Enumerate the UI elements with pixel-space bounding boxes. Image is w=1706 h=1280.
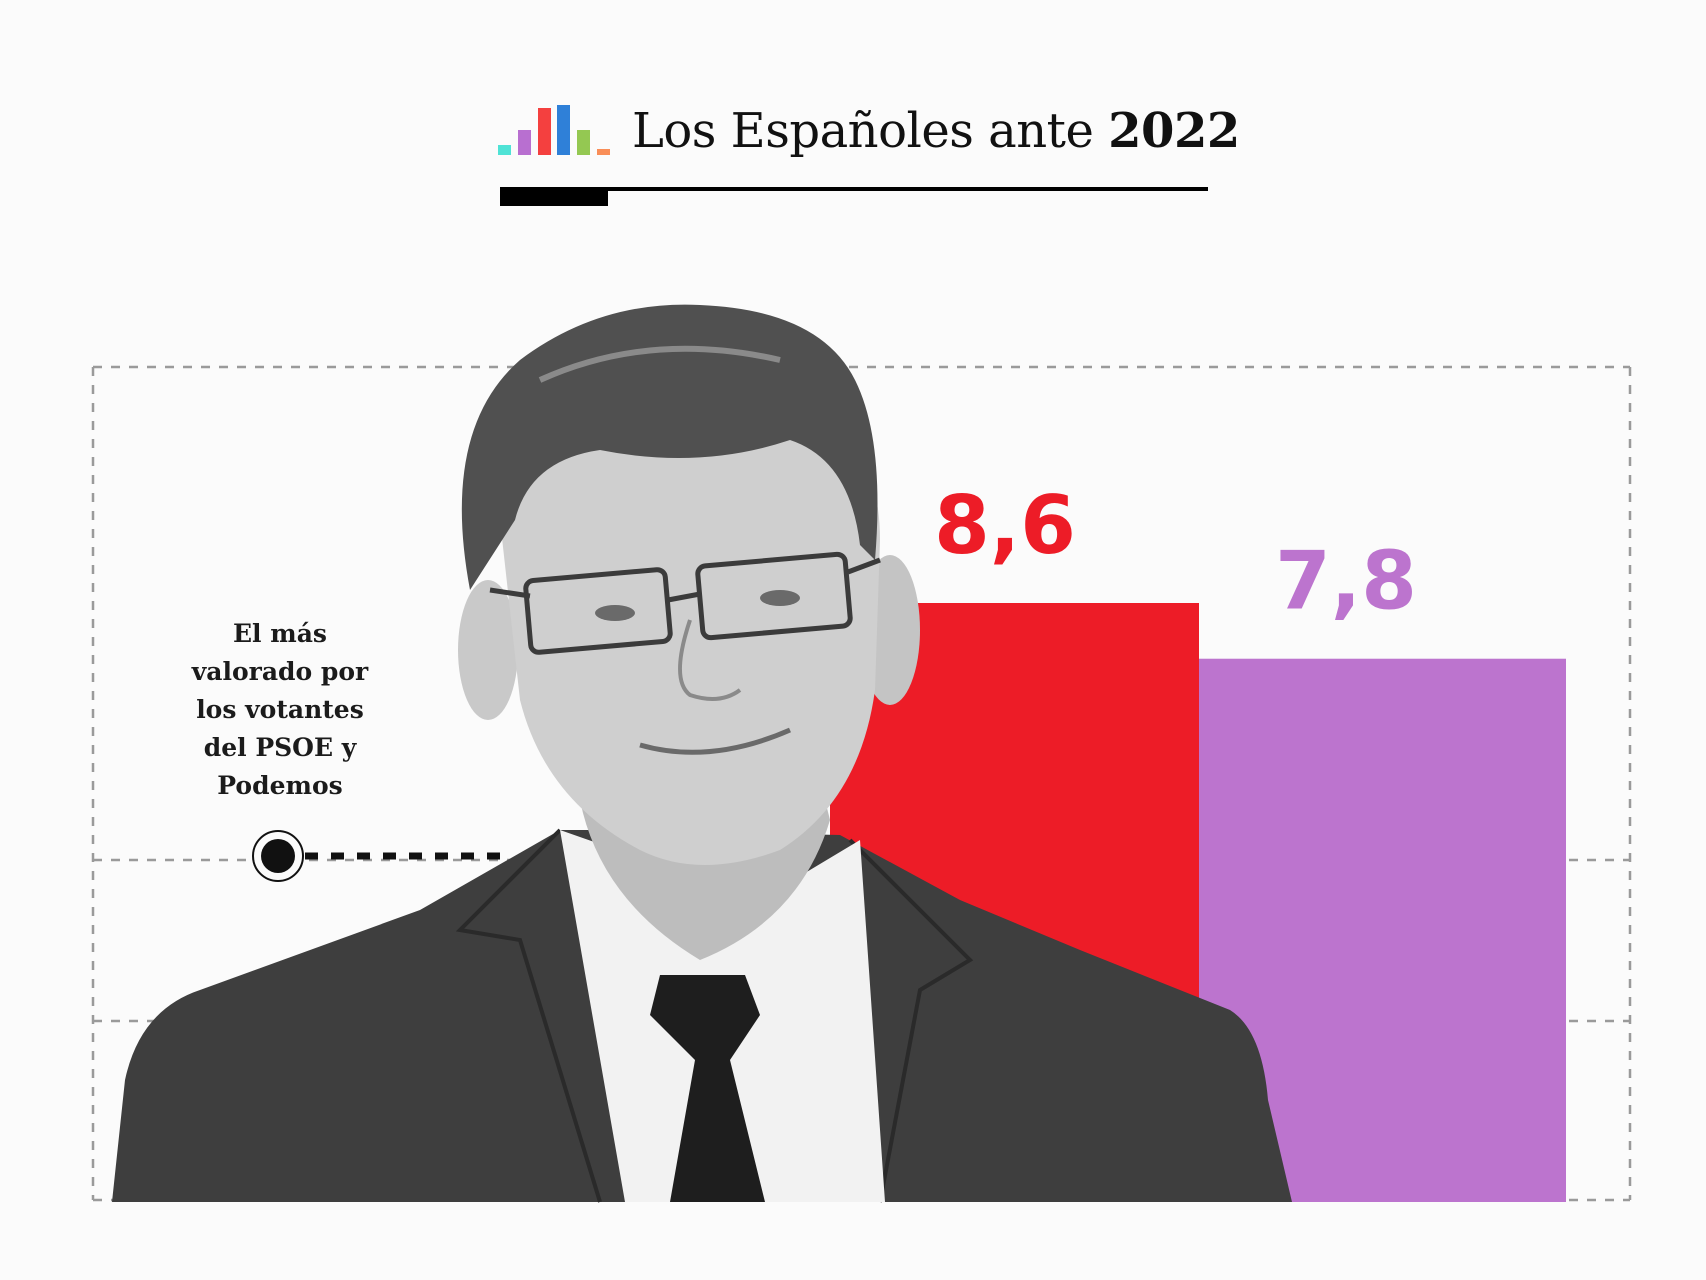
bar-chart-logo-icon [498, 95, 613, 155]
eye-left [595, 605, 635, 621]
portrait-photo [112, 304, 1292, 1203]
nose [678, 619, 742, 701]
logo-bar [518, 130, 531, 155]
logo-bar [498, 145, 511, 155]
hair [461, 304, 878, 590]
header: Los Españoles ante 2022 [498, 95, 1240, 210]
value-label-1: 8,6 [934, 479, 1076, 572]
title-prefix: Los Españoles ante [632, 103, 1094, 159]
title-underline [500, 187, 1208, 191]
annotation-line: Podemos [217, 771, 343, 800]
annotation-line: del PSOE y [203, 733, 357, 762]
target-dot-icon [252, 830, 502, 882]
value-labels-group: 8,6 7,8 [934, 479, 1417, 628]
face [500, 410, 880, 865]
logo-bar [597, 149, 610, 155]
glasses [489, 551, 881, 655]
suit-lapel-right [848, 838, 974, 1203]
annotation-line: los votantes [196, 695, 364, 724]
hair-highlight [538, 345, 781, 383]
marker-dot [261, 839, 295, 873]
suit-lapel-left [455, 828, 602, 1203]
tie [650, 975, 765, 1202]
logo-bar [577, 130, 590, 155]
annotation-text: El más valorado por los votantes del PSO… [150, 615, 410, 805]
title-underline-accent [500, 188, 608, 206]
title-year: 2022 [1108, 103, 1240, 159]
annotation-line: valorado por [191, 657, 369, 686]
mouth [639, 727, 792, 755]
logo-bar [557, 105, 570, 155]
ear-left [458, 580, 518, 720]
annotation-line: El más [233, 619, 327, 648]
eye-right [760, 590, 800, 606]
page-title: Los Españoles ante 2022 [632, 103, 1240, 159]
logo-bar [538, 108, 551, 155]
value-label-2: 7,8 [1275, 535, 1417, 628]
